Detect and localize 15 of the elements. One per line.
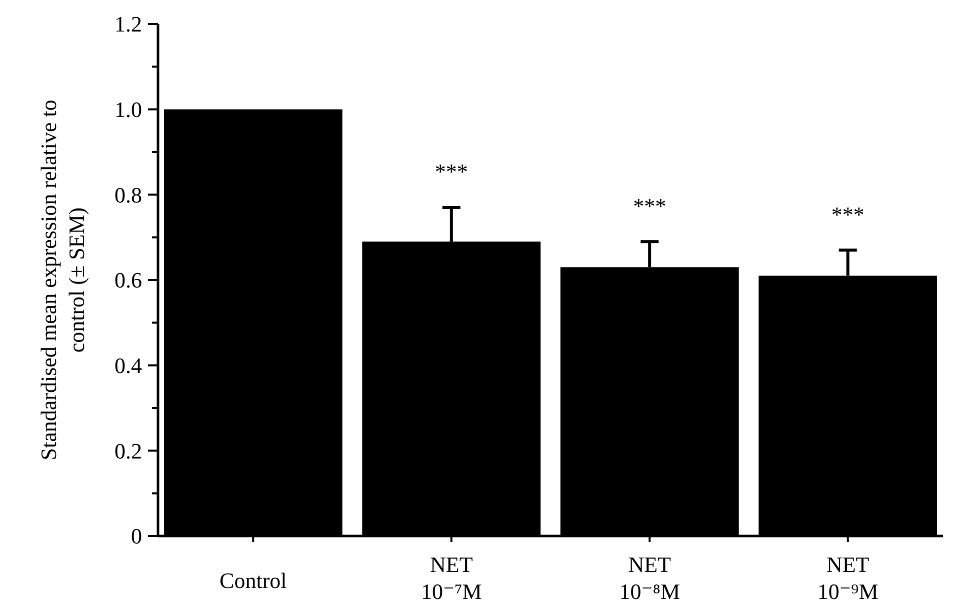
x-tick-label: Control bbox=[220, 568, 287, 593]
annotation: *** bbox=[633, 193, 666, 218]
y-tick-label: 0 bbox=[131, 524, 142, 549]
y-tick-label: 0.8 bbox=[114, 182, 142, 208]
x-tick-label: NET 10⁻⁷M bbox=[420, 552, 482, 604]
annotation: *** bbox=[831, 202, 864, 227]
y-tick-label: 0.4 bbox=[114, 353, 142, 378]
x-tick-label: NET 10⁻⁹M bbox=[817, 552, 878, 604]
annotation: *** bbox=[434, 159, 468, 184]
x-tick-label: NET 10⁻⁸M bbox=[619, 552, 680, 604]
y-tick-label: 0.6 bbox=[114, 268, 142, 293]
y-tick-label: 1.0 bbox=[114, 97, 142, 122]
y-tick-label: 1.2 bbox=[114, 12, 142, 37]
y-axis-title: Standardised mean expression relative to control (± SEM) bbox=[36, 100, 89, 460]
y-tick-label: 0.2 bbox=[114, 438, 142, 464]
